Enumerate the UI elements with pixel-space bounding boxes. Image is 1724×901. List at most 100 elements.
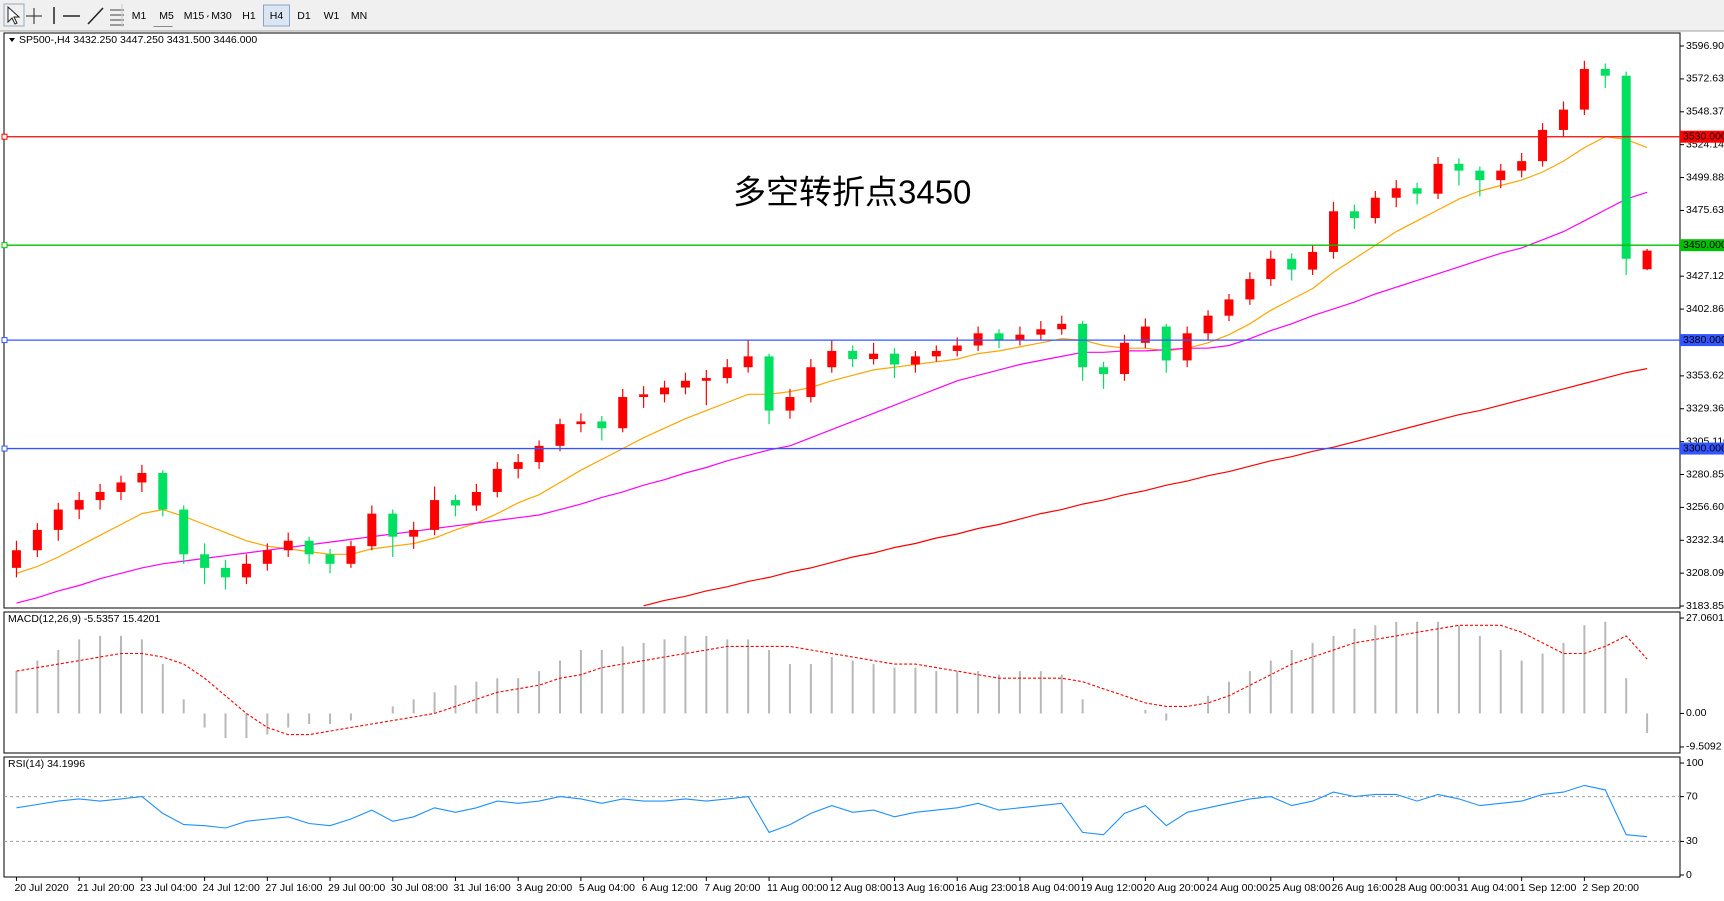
timeframe-label[interactable]: W1	[324, 10, 340, 22]
y-tick-label: 0	[1686, 869, 1692, 881]
level-handle	[1, 242, 8, 249]
macd-bar	[308, 713, 311, 725]
candle-body	[1078, 323, 1088, 368]
level-label: 3380.000	[1683, 334, 1724, 346]
candle-body	[1412, 188, 1422, 194]
candle-body	[973, 333, 983, 346]
level-label-box	[1680, 442, 1724, 455]
timeframe-label[interactable]: M15	[184, 10, 205, 22]
candle-body	[471, 491, 481, 506]
channel-tool[interactable]	[110, 9, 124, 26]
macd-bar	[747, 639, 750, 714]
timeframe-label[interactable]: MN	[351, 10, 367, 22]
x-tick-label: 11 Aug 00:00	[767, 882, 828, 894]
candle-body	[597, 421, 607, 429]
macd-bar	[642, 642, 645, 714]
level-label: 3450.000	[1683, 239, 1724, 251]
macd-bar	[1625, 678, 1628, 714]
macd-bar	[266, 713, 269, 735]
macd-bar	[349, 713, 352, 721]
candle-body	[1475, 170, 1485, 181]
macd-bar	[1207, 695, 1210, 714]
macd-bar	[78, 639, 81, 714]
timeframe-button[interactable]	[346, 5, 372, 26]
macd-bar	[684, 635, 687, 714]
timeframe-button[interactable]	[236, 5, 262, 26]
y-tick-label: 3183.853	[1686, 600, 1724, 612]
candle-body	[1182, 333, 1192, 361]
macd-bar	[1374, 625, 1377, 714]
y-tick-label: 3572.630	[1686, 73, 1724, 85]
candle-body	[1203, 315, 1213, 334]
x-tick-label: 5 Aug 04:00	[579, 882, 635, 894]
candle-body	[158, 472, 168, 510]
macd-bar	[517, 678, 520, 714]
macd-bar	[433, 692, 436, 714]
y-tick-label: 3596.905	[1686, 40, 1724, 52]
candle-body	[346, 546, 356, 564]
candle-body	[409, 529, 419, 537]
cursor-tool[interactable]	[7, 5, 21, 25]
timeframe-label[interactable]: M30	[211, 10, 232, 22]
x-tick-label: 26 Aug 16:00	[1332, 882, 1394, 894]
macd-bar	[600, 649, 603, 714]
cursor-tool-frame	[3, 3, 25, 27]
candle-body	[1454, 163, 1464, 171]
panel-title: SP500-,H4 3432.250 3447.250 3431.500 344…	[19, 34, 257, 46]
candle-body	[1099, 367, 1109, 374]
timeframe-label[interactable]: D1	[297, 10, 311, 22]
macd-bar	[768, 649, 771, 714]
timeframe-label[interactable]: H4	[270, 10, 284, 22]
trendline-tool[interactable]	[87, 7, 104, 25]
macd-bar	[496, 678, 499, 714]
timeframe-button[interactable]	[263, 4, 290, 27]
rsi-line	[16, 784, 1648, 838]
candle-body	[1579, 68, 1589, 110]
candle-body	[1558, 109, 1568, 130]
timeframe-button[interactable]	[181, 5, 207, 26]
candle-body	[1433, 163, 1443, 194]
annotation: 多空转折点3450	[733, 174, 971, 211]
y-tick-label: 3427.120	[1686, 270, 1724, 282]
macd-bar	[579, 649, 582, 714]
x-tick-label: 24 Jul 12:00	[203, 882, 260, 894]
macd-bar	[454, 685, 457, 714]
candle-body	[827, 350, 837, 368]
x-tick-label: 24 Aug 00:00	[1206, 882, 1268, 894]
macd-bar	[1457, 625, 1460, 714]
candle-body	[492, 468, 502, 492]
crosshair-tool[interactable]	[26, 8, 42, 24]
candle-body	[889, 353, 899, 365]
candle-body	[534, 445, 544, 463]
macd-bar	[15, 671, 18, 714]
macd-bar	[935, 671, 938, 714]
candle-body	[1621, 75, 1631, 259]
timeframe-button[interactable]	[291, 5, 317, 26]
y-tick-label: 30	[1686, 835, 1698, 847]
timeframe-button[interactable]	[153, 5, 180, 26]
macd-bar	[914, 667, 917, 714]
level-handle	[1, 337, 8, 344]
x-tick-label: 21 Jul 20:00	[77, 882, 134, 894]
timeframe-button[interactable]	[208, 5, 235, 26]
candle-body	[952, 345, 962, 351]
timeframe-label[interactable]: M5	[159, 10, 174, 22]
macd-bar	[182, 699, 185, 714]
candle-body	[869, 353, 879, 360]
y-tick-label: 3353.620	[1686, 370, 1724, 382]
timeframe-label[interactable]: M1	[132, 10, 147, 22]
candle-body	[450, 500, 460, 506]
timeframe-button[interactable]	[126, 5, 152, 26]
x-tick-label: 7 Aug 20:00	[704, 882, 760, 894]
macd-bar	[1060, 674, 1063, 714]
x-tick-label: 27 Jul 16:00	[265, 882, 322, 894]
candle-body	[1057, 323, 1067, 330]
x-tick-label: 31 Aug 04:00	[1457, 882, 1519, 894]
macd-bar	[329, 713, 332, 725]
macd-bar	[998, 674, 1001, 714]
candle-body	[513, 462, 523, 469]
timeframe-button[interactable]	[318, 5, 345, 26]
timeframe-label[interactable]: H1	[242, 10, 256, 22]
